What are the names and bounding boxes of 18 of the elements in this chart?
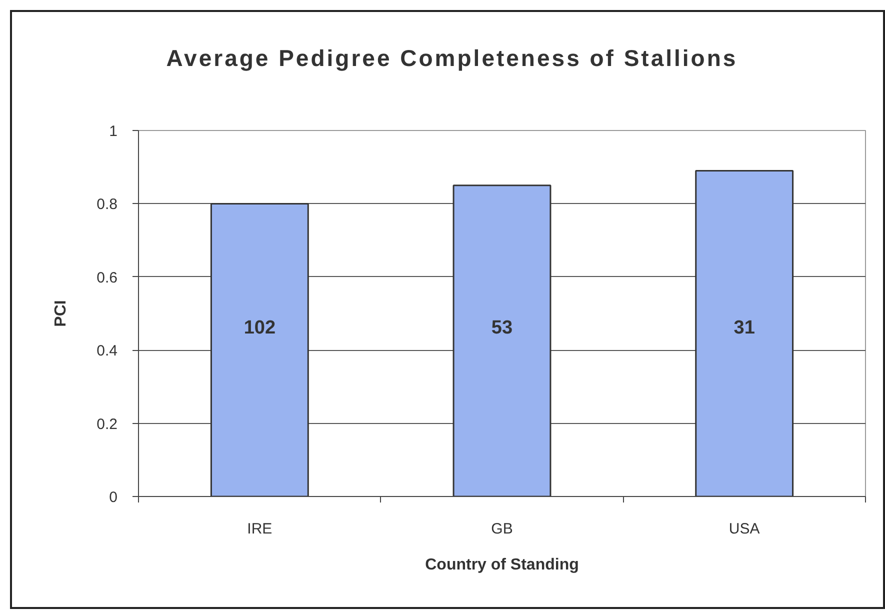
y-tick-label: 0.8 xyxy=(96,196,118,214)
y-tick-label: 0 xyxy=(109,489,118,506)
annotation: 102 xyxy=(244,317,276,338)
annotation: 31 xyxy=(734,317,756,338)
y-tick-label: 1 xyxy=(109,123,118,140)
bar xyxy=(210,202,309,496)
chart-title: Average Pedigree Completeness of Stallions xyxy=(165,45,739,71)
x-axis-title: Country of Standing xyxy=(425,556,579,574)
x-tick-label: GB xyxy=(491,520,513,538)
x-tick-label: IRE xyxy=(247,520,272,538)
y-tick-label: 0.2 xyxy=(96,416,118,433)
bar xyxy=(695,170,794,496)
y-axis-title: PCI xyxy=(52,300,70,327)
y-tick-label: 0.4 xyxy=(96,342,118,360)
y-tick-label: 0.6 xyxy=(96,269,118,286)
x-tick-label: USA xyxy=(728,520,760,538)
bar xyxy=(452,184,552,496)
annotation: 53 xyxy=(491,317,513,338)
